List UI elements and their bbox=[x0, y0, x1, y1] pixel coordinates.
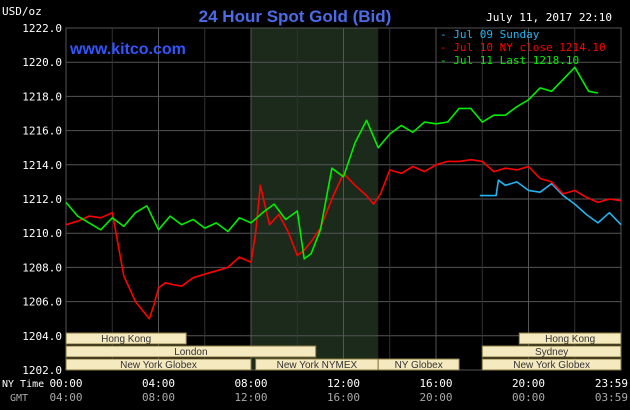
y-tick-label: 1222.0 bbox=[22, 22, 62, 35]
legend: - Jul 09 Sunday- Jul 10 NY close 1214.10… bbox=[440, 28, 606, 67]
x-tick-label-gmt: 08:00 bbox=[142, 391, 175, 404]
x-tick-label-ny: 08:00 bbox=[234, 377, 267, 390]
session-bar bbox=[481, 345, 622, 358]
unit-label: USD/oz bbox=[2, 5, 42, 18]
session-bar bbox=[481, 358, 622, 371]
series-line-1 bbox=[65, 158, 622, 320]
session-label: New York Globex bbox=[513, 360, 590, 371]
session-bar bbox=[65, 358, 252, 371]
series-line-2 bbox=[65, 66, 599, 260]
y-tick-label: 1214.0 bbox=[22, 159, 62, 172]
x-tick-label-gmt: 03:59 bbox=[595, 391, 628, 404]
x-tick-label-ny: 12:00 bbox=[327, 377, 360, 390]
session-label: New York NYMEX bbox=[277, 360, 358, 371]
x-tick-label-ny: 23:59 bbox=[595, 377, 628, 390]
series-line-0 bbox=[479, 179, 622, 226]
session-bar bbox=[65, 345, 317, 358]
x-tick-label-ny: 00:00 bbox=[49, 377, 82, 390]
session-label: Hong Kong bbox=[545, 334, 595, 345]
x-tick-label-gmt: 20:00 bbox=[419, 391, 452, 404]
x-tick-label-ny: 16:00 bbox=[419, 377, 452, 390]
legend-entry: - Jul 10 NY close 1214.10 bbox=[440, 41, 606, 54]
y-tick-label: 1208.0 bbox=[22, 261, 62, 274]
gmt-label: GMT bbox=[10, 393, 28, 404]
site-link[interactable]: www.kitco.com bbox=[69, 41, 186, 58]
x-tick-label-gmt: 16:00 bbox=[327, 391, 360, 404]
session-bar bbox=[518, 332, 622, 345]
y-tick-label: 1210.0 bbox=[22, 227, 62, 240]
y-tick-label: 1212.0 bbox=[22, 193, 62, 206]
y-tick-label: 1206.0 bbox=[22, 296, 62, 309]
y-tick-label: 1202.0 bbox=[22, 364, 62, 377]
session-label: New York Globex bbox=[120, 360, 197, 371]
timestamp: July 11, 2017 22:10 bbox=[486, 11, 612, 24]
session-bar bbox=[377, 358, 460, 371]
y-tick-label: 1204.0 bbox=[22, 330, 62, 343]
session-label: Hong Kong bbox=[101, 334, 151, 345]
legend-entry: - Jul 09 Sunday bbox=[440, 28, 540, 41]
session-bar bbox=[65, 332, 187, 345]
x-tick-label-gmt: 00:00 bbox=[512, 391, 545, 404]
session-label: Sydney bbox=[535, 347, 568, 358]
x-tick-label-gmt: 04:00 bbox=[49, 391, 82, 404]
x-tick-label-ny: 20:00 bbox=[512, 377, 545, 390]
session-label: London bbox=[174, 347, 207, 358]
y-tick-label: 1216.0 bbox=[22, 125, 62, 138]
legend-entry: - Jul 11 Last 1218.10 bbox=[440, 54, 579, 67]
chart-title: 24 Hour Spot Gold (Bid) bbox=[199, 7, 392, 26]
session-label: NY Globex bbox=[395, 360, 443, 371]
x-tick-label-ny: 04:00 bbox=[142, 377, 175, 390]
x-tick-label-gmt: 12:00 bbox=[234, 391, 267, 404]
y-tick-label: 1218.0 bbox=[22, 90, 62, 103]
y-tick-label: 1220.0 bbox=[22, 56, 62, 69]
ny-time-label: NY Time bbox=[2, 379, 44, 390]
